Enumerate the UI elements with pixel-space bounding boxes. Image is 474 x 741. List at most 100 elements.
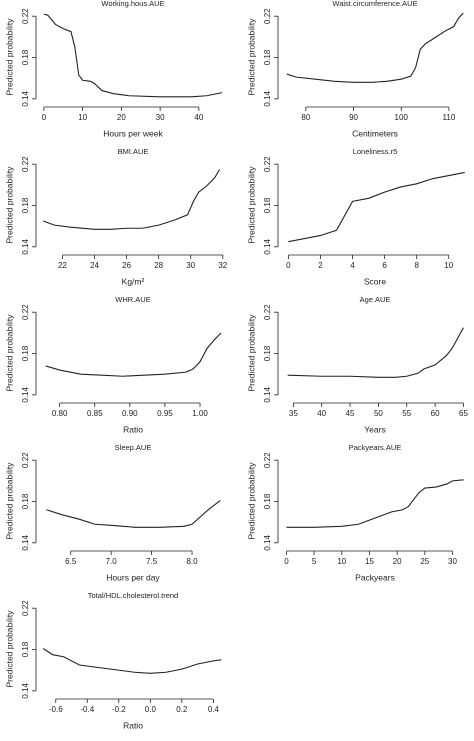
x-tick-label: 10 xyxy=(78,113,87,122)
x-tick-label: 22 xyxy=(58,261,67,270)
chart-title: Waist.circumference.AUE xyxy=(332,0,417,8)
y-tick-label: 0.22 xyxy=(263,8,272,24)
data-line xyxy=(46,500,221,528)
chart-title: BMI.AUE xyxy=(118,147,149,156)
x-tick-label: 80 xyxy=(301,113,310,122)
x-axis-label: Hours per week xyxy=(103,128,163,138)
x-tick-label: 0.85 xyxy=(87,409,103,418)
x-tick-label: -0.6 xyxy=(49,705,63,714)
data-line xyxy=(42,648,222,674)
x-tick-label: 10 xyxy=(444,261,453,270)
chart-title: Age.AUE xyxy=(360,295,391,304)
y-tick-label: 0.22 xyxy=(21,156,30,172)
x-tick-label: 0 xyxy=(42,113,47,122)
x-tick-label: 35 xyxy=(289,409,298,418)
chart-title: Loneliness.r5 xyxy=(353,147,398,156)
y-axis-label: Predicted probability xyxy=(4,610,14,688)
chart-title: Working.hous.AUE xyxy=(101,0,164,8)
y-tick-label: 0.22 xyxy=(21,8,30,24)
x-axis-label: Hours per day xyxy=(106,572,160,582)
y-tick-label: 0.14 xyxy=(263,91,272,107)
x-tick-label: 40 xyxy=(194,113,203,122)
data-line xyxy=(43,13,223,98)
data-line xyxy=(286,479,464,528)
y-tick-label: 0.22 xyxy=(263,156,272,172)
x-tick-label: -0.4 xyxy=(80,705,94,714)
y-tick-label: 0.18 xyxy=(21,49,30,65)
x-tick-label: 15 xyxy=(365,557,374,566)
x-tick-label: 55 xyxy=(402,409,411,418)
y-axis-label: Predicted probability xyxy=(4,314,14,392)
data-line xyxy=(45,332,222,377)
x-tick-label: 0 xyxy=(284,557,289,566)
y-tick-label: 0.14 xyxy=(21,387,30,403)
y-axis-label: Predicted probability xyxy=(4,462,14,540)
y-tick-label: 0.14 xyxy=(263,535,272,551)
y-axis-label: Predicted probability xyxy=(4,18,14,96)
chart-title: WHR.AUE xyxy=(115,295,150,304)
x-tick-label: 5 xyxy=(312,557,317,566)
y-tick-label: 0.22 xyxy=(21,304,30,320)
x-tick-label: 1.00 xyxy=(192,409,208,418)
x-tick-label: 24 xyxy=(90,261,99,270)
x-axis-label: Ratio xyxy=(123,424,143,434)
x-tick-label: 0.80 xyxy=(52,409,68,418)
y-tick-label: 0.14 xyxy=(21,91,30,107)
y-tick-label: 0.14 xyxy=(21,239,30,255)
data-line xyxy=(43,169,221,230)
y-axis-label: Predicted probability xyxy=(246,314,256,392)
y-tick-label: 0.18 xyxy=(263,197,272,213)
x-axis-label: Packyears xyxy=(355,572,395,582)
x-tick-label: 2 xyxy=(318,261,323,270)
y-axis-label: Predicted probability xyxy=(246,166,256,244)
x-tick-label: 4 xyxy=(350,261,355,270)
y-tick-label: 0.18 xyxy=(21,197,30,213)
y-tick-label: 0.22 xyxy=(263,304,272,320)
y-tick-label: 0.14 xyxy=(21,535,30,551)
y-tick-label: 0.18 xyxy=(263,493,272,509)
x-tick-label: 0 xyxy=(286,261,291,270)
x-tick-label: 28 xyxy=(154,261,163,270)
y-tick-label: 0.22 xyxy=(263,452,272,468)
x-tick-label: 90 xyxy=(349,113,358,122)
y-tick-label: 0.14 xyxy=(21,683,30,699)
x-tick-label: 0.90 xyxy=(122,409,138,418)
y-axis-label: Predicted probability xyxy=(4,166,14,244)
x-tick-label: 40 xyxy=(317,409,326,418)
x-tick-label: 26 xyxy=(122,261,131,270)
data-line xyxy=(287,327,464,378)
chart-title: Sleep.AUE xyxy=(115,443,152,452)
y-tick-label: 0.22 xyxy=(21,452,30,468)
y-tick-label: 0.18 xyxy=(21,641,30,657)
x-tick-label: 30 xyxy=(186,261,195,270)
y-tick-label: 0.18 xyxy=(263,345,272,361)
y-tick-label: 0.14 xyxy=(263,387,272,403)
x-tick-label: 7.0 xyxy=(106,557,118,566)
x-tick-label: 10 xyxy=(337,557,346,566)
y-tick-label: 0.14 xyxy=(263,239,272,255)
x-tick-label: 0.4 xyxy=(208,705,220,714)
x-axis-label: Years xyxy=(364,424,385,434)
x-tick-label: 6 xyxy=(382,261,387,270)
data-line xyxy=(286,12,464,83)
x-tick-label: 0.2 xyxy=(176,705,188,714)
chart-title: Total/HDL.cholesterol.trend xyxy=(88,591,178,600)
y-tick-label: 0.18 xyxy=(21,493,30,509)
x-tick-label: 8.0 xyxy=(186,557,198,566)
x-tick-label: 7.5 xyxy=(146,557,158,566)
x-tick-label: 60 xyxy=(431,409,440,418)
y-tick-label: 0.22 xyxy=(21,600,30,616)
x-tick-label: 0.0 xyxy=(145,705,157,714)
x-axis-label: Kg/m² xyxy=(122,276,145,286)
y-axis-label: Predicted probability xyxy=(246,18,256,96)
y-tick-label: 0.18 xyxy=(263,49,272,65)
x-tick-label: 45 xyxy=(346,409,355,418)
x-tick-label: 0.95 xyxy=(157,409,173,418)
x-tick-label: 50 xyxy=(374,409,383,418)
x-tick-label: 8 xyxy=(414,261,419,270)
x-tick-label: 30 xyxy=(448,557,457,566)
x-tick-label: 100 xyxy=(395,113,409,122)
x-tick-label: 65 xyxy=(459,409,468,418)
data-line xyxy=(288,171,465,243)
